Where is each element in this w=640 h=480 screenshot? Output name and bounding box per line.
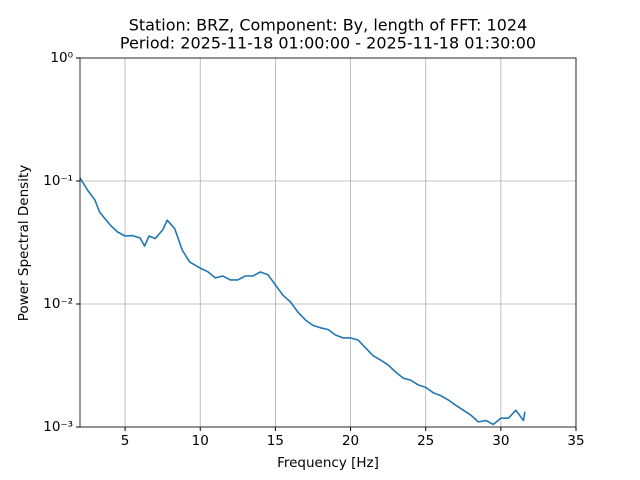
data-line	[79, 177, 526, 426]
y-tick-label: 10⁻³	[43, 419, 73, 435]
x-tick-label: 20	[342, 433, 359, 449]
plot-frame	[79, 57, 577, 428]
y-tick-label: 10⁻¹	[43, 173, 73, 189]
y-tick-label: 10⁻²	[43, 296, 73, 312]
y-tick-label: 10⁰	[50, 50, 73, 66]
x-axis-label: Frequency [Hz]	[277, 455, 379, 471]
x-tick-label: 15	[267, 433, 284, 449]
x-tick-label: 10	[192, 433, 209, 449]
chart-title: Station: BRZ, Component: By, length of F…	[129, 16, 528, 35]
x-tick-label: 35	[567, 433, 584, 449]
chart-subtitle: Period: 2025-11-18 01:00:00 - 2025-11-18…	[120, 34, 536, 53]
x-tick-label: 25	[417, 433, 434, 449]
y-axis-label: Power Spectral Density	[16, 165, 32, 321]
x-tick-label: 30	[492, 433, 509, 449]
x-tick-label: 5	[121, 433, 130, 449]
